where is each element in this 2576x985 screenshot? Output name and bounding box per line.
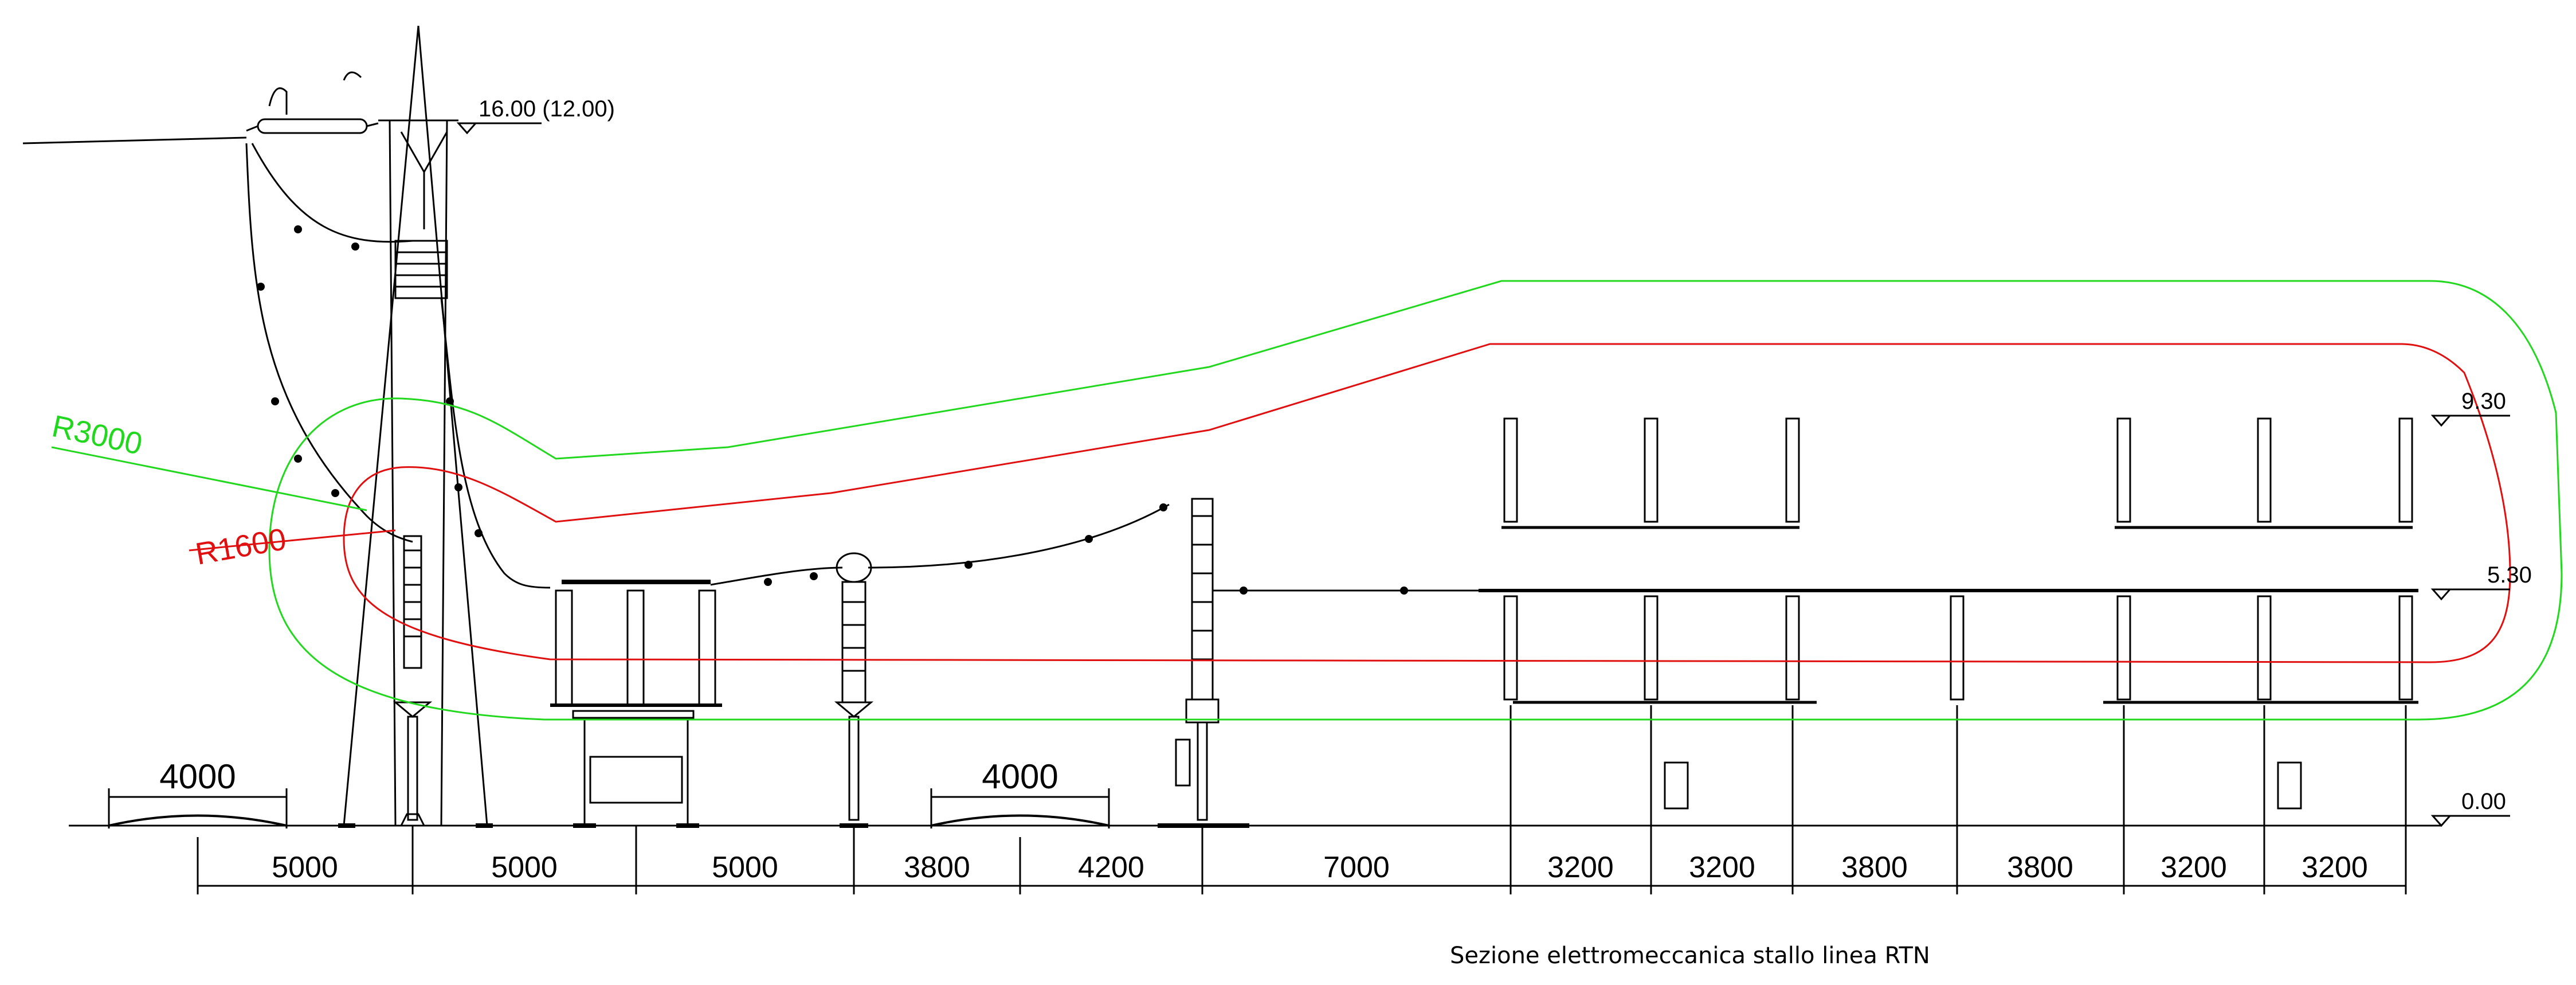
dim-12: 3200 bbox=[2301, 851, 2368, 884]
dim-2: 5000 bbox=[491, 851, 558, 884]
dim-6: 7000 bbox=[1323, 851, 1390, 884]
entry-insulator bbox=[393, 535, 433, 827]
dim-10: 3800 bbox=[2007, 851, 2073, 884]
radius-inner-label: R1600 bbox=[193, 522, 289, 572]
road-right-width: 4000 bbox=[982, 757, 1058, 796]
busbar-insulator-columns bbox=[1503, 417, 2413, 826]
r1600-leader bbox=[189, 529, 396, 552]
drawing-caption: Sezione elettromeccanica stallo linea RT… bbox=[1450, 943, 1930, 969]
level-marker-busbar bbox=[2430, 415, 2510, 427]
level-label-equipment: 5.30 bbox=[2487, 562, 2532, 588]
radius-outer-label: R3000 bbox=[49, 409, 146, 462]
dim-4: 3800 bbox=[904, 851, 970, 884]
road-left bbox=[108, 788, 288, 828]
dim-8: 3200 bbox=[1689, 851, 1755, 884]
incoming-conductor bbox=[22, 71, 551, 589]
dimension-chain-line bbox=[197, 826, 2407, 894]
voltage-transformer bbox=[1158, 498, 1490, 828]
conductor-dots bbox=[764, 503, 1408, 595]
circuit-breaker bbox=[550, 580, 722, 828]
road-right bbox=[930, 788, 1110, 828]
level-marker-ground bbox=[2430, 815, 2510, 827]
conductor-spacers bbox=[257, 225, 483, 537]
level-label-busbar: 9.30 bbox=[2461, 389, 2506, 414]
dim-3: 5000 bbox=[712, 851, 778, 884]
level-label-ground: 0.00 bbox=[2461, 789, 2506, 814]
dim-11: 3200 bbox=[2161, 851, 2227, 884]
dim-7: 3200 bbox=[1547, 851, 1614, 884]
level-marker-equipment bbox=[2430, 588, 2510, 601]
dim-9: 3800 bbox=[1841, 851, 1908, 884]
outer-clearance-outline bbox=[268, 280, 2563, 721]
busbar-section bbox=[1479, 526, 2418, 704]
current-transformer bbox=[710, 503, 1170, 828]
level-label-top: 16.00 (12.00) bbox=[479, 96, 615, 122]
road-left-width: 4000 bbox=[159, 757, 236, 796]
dim-5: 4200 bbox=[1078, 851, 1144, 884]
gantry-tower bbox=[338, 25, 493, 828]
dim-1: 5000 bbox=[272, 851, 338, 884]
level-marker-top bbox=[456, 122, 542, 135]
inner-clearance-outline bbox=[343, 343, 2511, 663]
r3000-leader bbox=[51, 446, 367, 511]
